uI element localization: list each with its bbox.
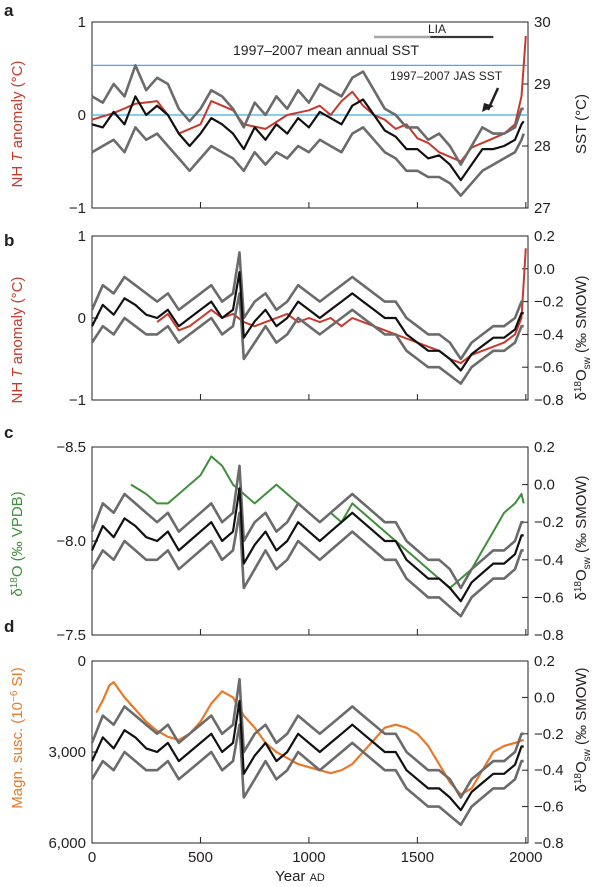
panel-c-y-left-tick-label: −8.5 — [56, 439, 86, 456]
panel-a-series-red — [91, 35, 527, 163]
x-tick-label: 2000 — [509, 849, 542, 866]
panel-d-y-right-tick-label: 0.0 — [534, 689, 555, 706]
panel-a-y-left-tick-label: 1 — [78, 14, 86, 31]
jas-sst-label: 1997–2007 JAS SST — [390, 69, 503, 83]
lia-label: LIA — [428, 22, 446, 36]
panel-a-y-right-tick-label: 29 — [534, 76, 551, 93]
panel-b-y-right-label: δ18Osw (‰ SMOW) — [573, 275, 593, 400]
panel-c-y-left-tick-label: −8.0 — [56, 533, 86, 550]
panel-b-y-left-tick-label: 1 — [78, 228, 86, 245]
panel-b-y-right-tick-label: −0.4 — [534, 326, 564, 343]
panel-b-y-left-label: NH T anomaly (°C) — [9, 277, 26, 404]
panel-letter-c: c — [4, 423, 13, 442]
panel-d-y-right-tick-label: −0.6 — [534, 799, 564, 816]
panel-c-series-gray-lower — [90, 511, 524, 618]
panel-b-y-right-tick-label: 0.0 — [534, 261, 555, 278]
panel-a-y-right-tick-label: 28 — [534, 138, 551, 155]
panel-b-series-gray-upper — [90, 251, 524, 361]
panel-d-series-gray-upper — [90, 677, 524, 799]
panel-letter-d: d — [4, 617, 14, 636]
panel-a-y-left-tick-label: 0 — [78, 107, 86, 124]
panel-d-y-left-tick-label: 0 — [78, 653, 86, 670]
jas-arrow-head-icon — [482, 103, 494, 112]
panel-d-series-orange — [95, 681, 525, 796]
panel-b-y-right-tick-label: −0.6 — [534, 359, 564, 376]
panel-b-y-right-tick-label: −0.8 — [534, 392, 564, 409]
x-tick-label: 1500 — [401, 849, 434, 866]
panel-d-y-left-tick-label: 6,000 — [48, 835, 86, 852]
panel-d-y-right-tick-label: −0.8 — [534, 835, 564, 852]
panel-c-y-right-tick-label: 0.2 — [534, 439, 555, 456]
panel-c-y-right-tick-label: −0.4 — [534, 552, 564, 569]
panel-letter-a: a — [4, 1, 14, 20]
panel-b-series-black — [91, 271, 524, 372]
panel-b-y-right-tick-label: −0.2 — [534, 294, 564, 311]
plot-root: −1 0 1 27 28 29 30 −1 0 1 −0.8 −0.6 −0.4 −0.2 0.0 0.2 −8… — [48, 14, 563, 866]
panel-c-y-right-tick-label: −0.2 — [534, 514, 564, 531]
panel-a-y-left-tick-label: −1 — [69, 200, 86, 217]
panel-d-y-right-tick-label: 0.2 — [534, 653, 555, 670]
panel-a-series-black — [91, 95, 525, 182]
panel-a-series-gray-upper — [91, 64, 524, 166]
panel-a-series-gray-lower — [91, 126, 525, 197]
panel-d-y-right-tick-label: −0.2 — [534, 726, 564, 743]
x-tick-label: 500 — [188, 849, 213, 866]
panel-b-y-right-tick-label: 0.2 — [534, 228, 555, 245]
panel-d-y-right-tick-label: −0.4 — [534, 762, 564, 779]
panel-a-y-right-label: SST (°C) — [573, 94, 590, 154]
mean-annual-sst-label: 1997–2007 mean annual SST — [233, 42, 419, 58]
panel-c-y-right-tick-label: −0.8 — [534, 627, 564, 644]
panel-c-y-left-label: δ18O (‰ VPDB) — [9, 491, 26, 596]
panel-b-y-left-tick-label: 0 — [78, 310, 86, 327]
panel-d-y-left-label: Magn. susc. (10−6 SI) — [9, 667, 26, 808]
panel-d-series-black — [90, 699, 524, 812]
panel-c-series-gray-upper — [90, 464, 524, 590]
panel-c-y-right-tick-label: −0.6 — [534, 589, 564, 606]
panel-b-y-left-tick-label: −1 — [69, 392, 86, 409]
panel-d-y-right-label: δ18Osw (‰ SMOW) — [573, 667, 593, 792]
x-tick-label: 0 — [88, 849, 96, 866]
panel-letter-b: b — [4, 231, 14, 250]
x-axis-title: Year AD — [275, 868, 325, 885]
panel-a-y-right-tick-label: 27 — [534, 200, 551, 217]
panel-c-series-black — [90, 487, 524, 603]
panel-a-y-right-tick-label: 30 — [534, 14, 551, 31]
panel-c-y-right-label: δ18Osw (‰ SMOW) — [573, 475, 593, 600]
x-tick-label: 1000 — [292, 849, 325, 866]
panel-c-y-left-tick-label: −7.5 — [56, 627, 86, 644]
panel-d-y-left-tick-label: 3,000 — [48, 744, 86, 761]
panel-a-y-left-label: NH T anomaly (°C) — [9, 61, 26, 188]
panel-d-series-gray-lower — [90, 723, 524, 827]
panel-b-series-gray-lower — [90, 292, 524, 385]
panel-c-y-right-tick-label: 0.0 — [534, 477, 555, 494]
